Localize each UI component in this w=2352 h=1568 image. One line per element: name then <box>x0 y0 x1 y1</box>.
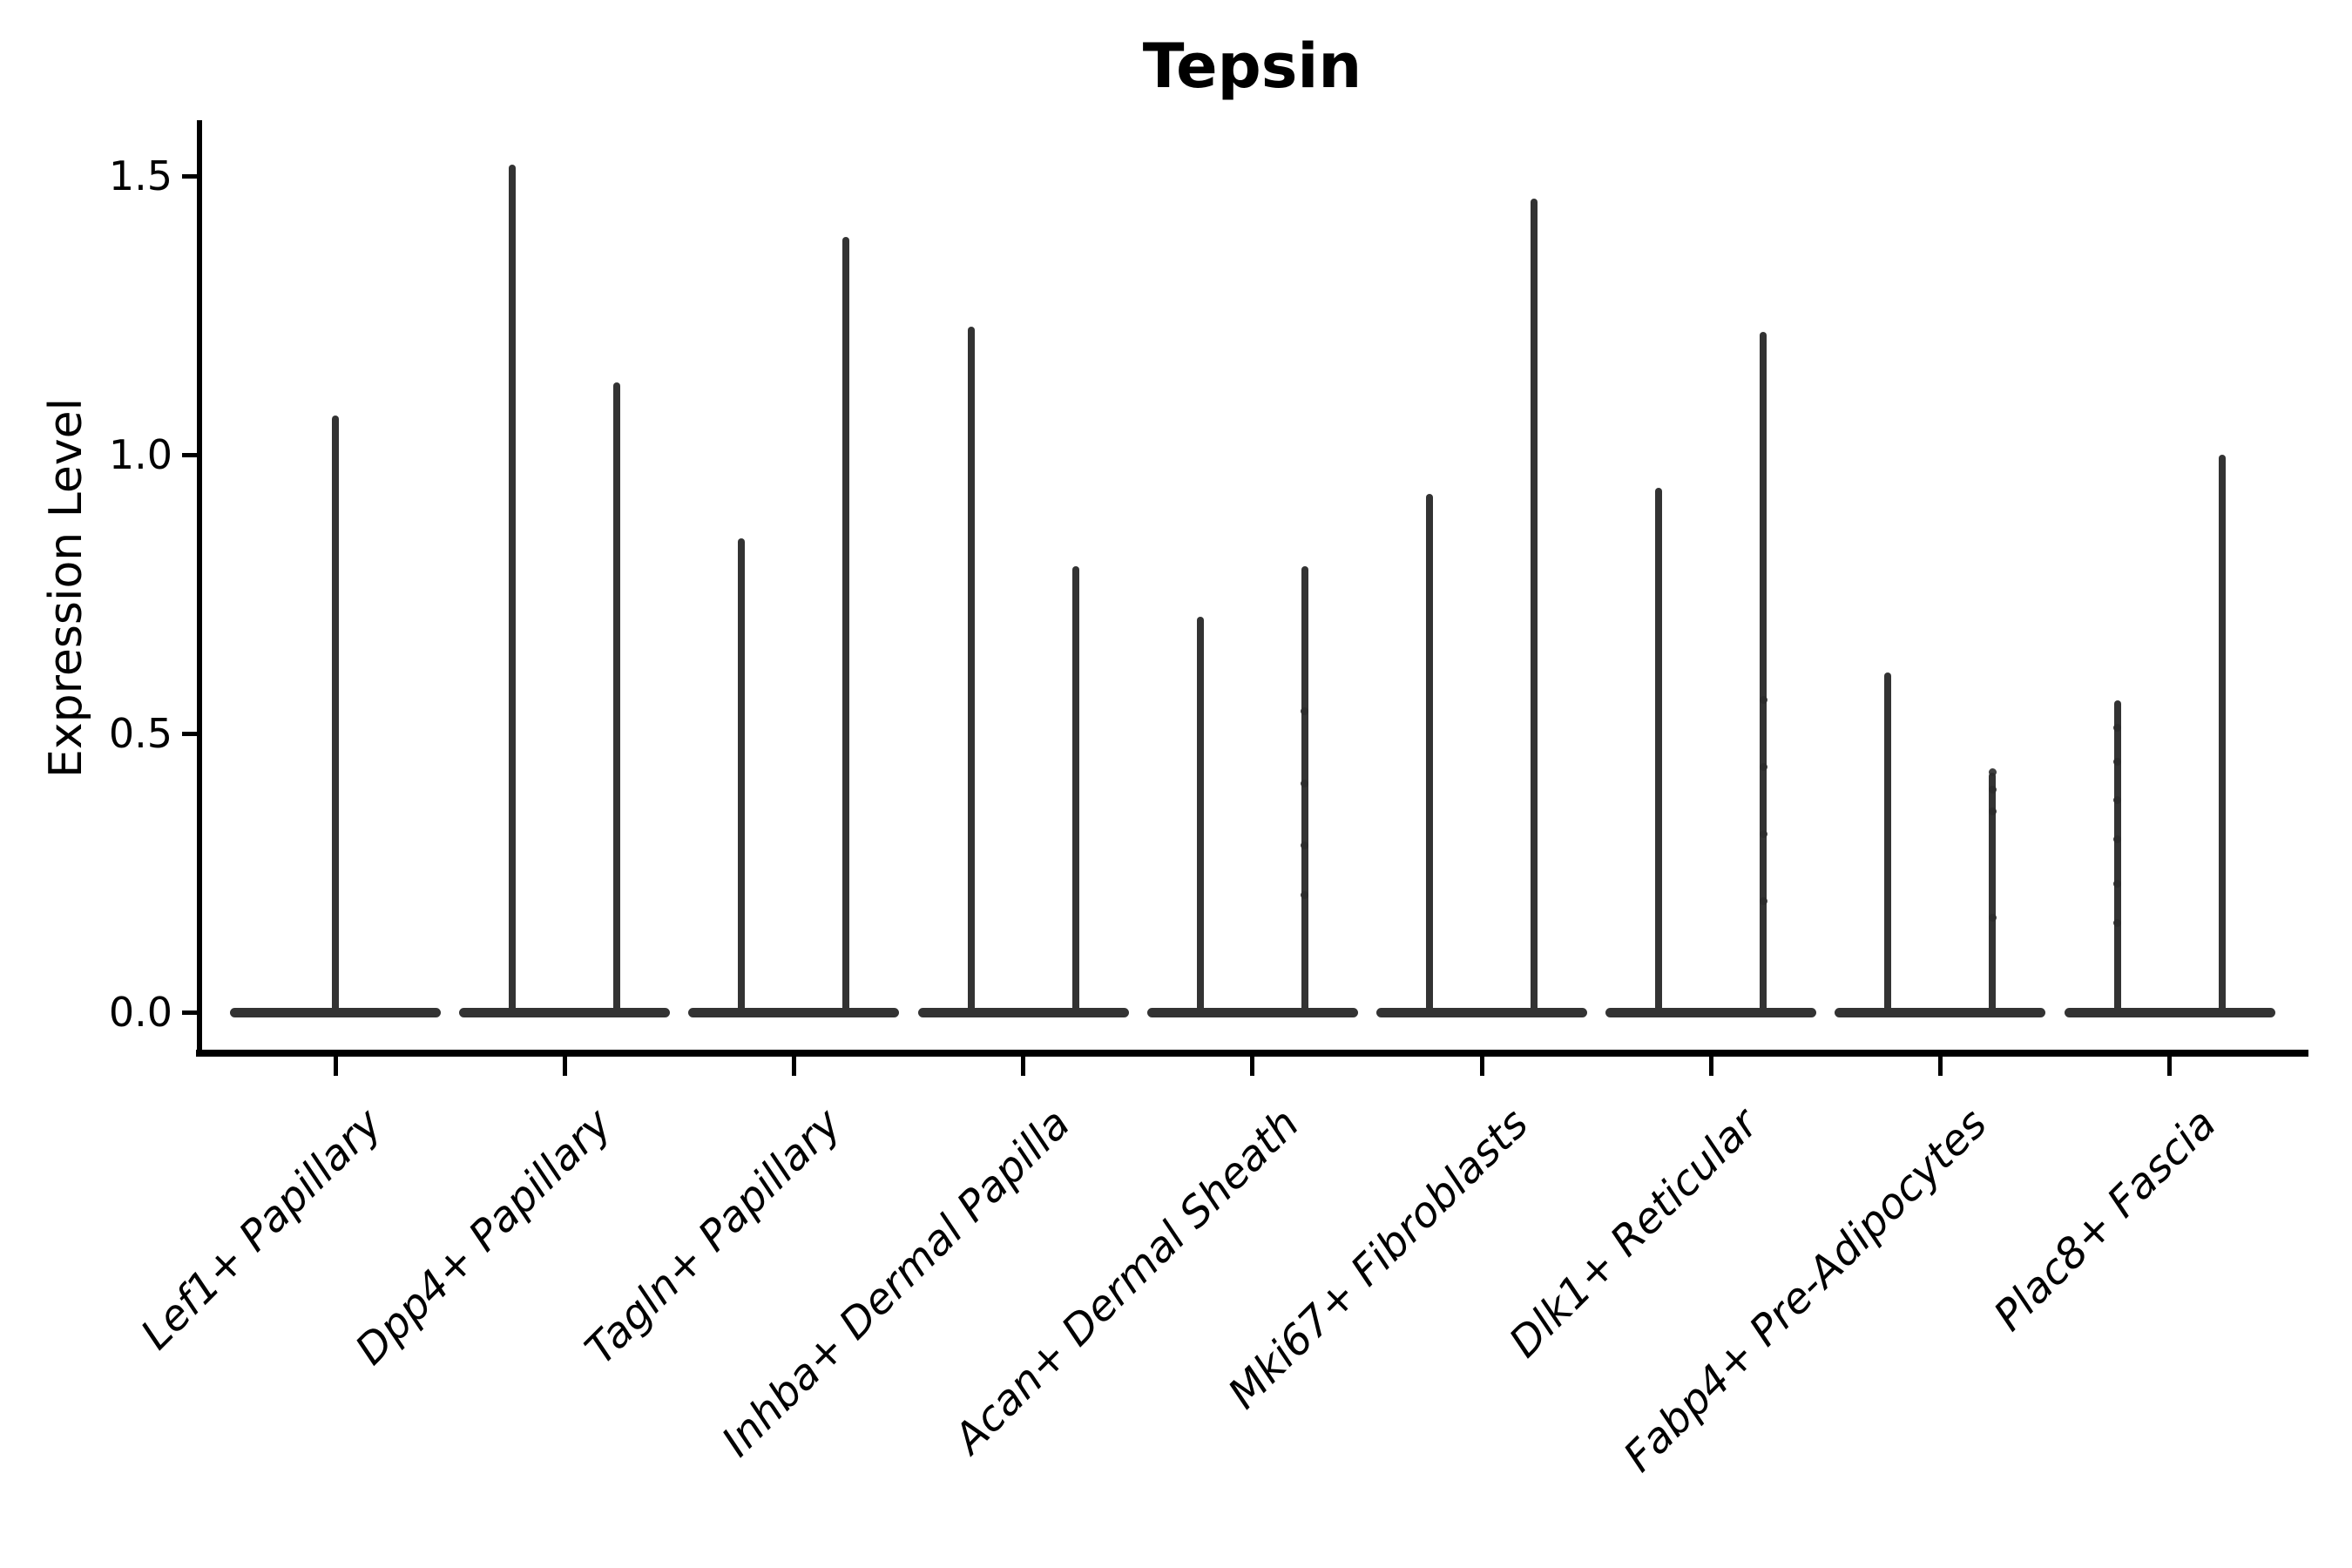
violin-base <box>1605 1007 1817 1017</box>
violin-base <box>2064 1007 2275 1017</box>
y-axis-tick <box>182 1010 197 1015</box>
expression-point <box>1759 762 1767 771</box>
x-axis-tick <box>791 1057 796 1076</box>
x-axis-tick <box>1708 1057 1713 1076</box>
expression-point <box>2113 796 2122 805</box>
violin-base <box>1835 1007 2046 1017</box>
y-axis-tick <box>182 173 197 179</box>
violin-base <box>230 1007 441 1017</box>
violin-spike <box>613 382 621 1012</box>
y-axis-tick <box>182 452 197 457</box>
expression-point <box>1988 808 1997 816</box>
y-tick-label: 1.5 <box>108 152 172 199</box>
violin-spike <box>1426 493 1433 1012</box>
violin-spike <box>2113 700 2121 1012</box>
expression-point <box>2113 919 2122 928</box>
x-axis-tick <box>1250 1057 1255 1076</box>
expression-point <box>2113 724 2122 733</box>
y-axis-tick <box>182 731 197 736</box>
x-axis-tick <box>1021 1057 1026 1076</box>
expression-point <box>2113 880 2122 889</box>
violin-spike <box>1071 566 1079 1012</box>
violin-base <box>459 1007 671 1017</box>
x-axis-tick <box>333 1057 338 1076</box>
violin-spike <box>332 416 339 1012</box>
y-tick-label: 1.0 <box>108 431 172 478</box>
x-axis-spine <box>196 1050 2308 1057</box>
expression-point <box>1759 696 1767 705</box>
x-tick-label: Plac8+ Fascia <box>1984 1099 2227 1341</box>
violin-base <box>1376 1007 1587 1017</box>
violin-base <box>1146 1007 1358 1017</box>
x-tick-label: Dlk1+ Reticular <box>1499 1099 1767 1368</box>
x-tick-label: Lef1+ Papillary <box>132 1099 392 1360</box>
expression-point <box>1301 841 1309 849</box>
y-tick-label: 0.5 <box>108 710 172 757</box>
expression-point <box>1988 785 1997 794</box>
x-tick-label: Dpp4+ Papillary <box>346 1099 621 1375</box>
expression-point <box>1301 780 1309 788</box>
violin-spike <box>1196 616 1204 1012</box>
violin-spike <box>1884 672 1892 1012</box>
expression-point <box>2113 835 2122 844</box>
x-tick-label: Fabp4+ Pre-Adipocytes <box>1614 1099 1997 1482</box>
violin-base <box>917 1007 1129 1017</box>
violin-spike <box>2218 455 2226 1012</box>
violin-spike <box>738 538 746 1012</box>
violin-spike <box>967 326 975 1012</box>
violin-spike <box>1301 566 1308 1012</box>
violin-spike <box>1655 488 1663 1012</box>
expression-point <box>1759 829 1767 838</box>
violin-spike <box>1989 772 1997 1012</box>
y-axis-spine <box>197 120 202 1057</box>
violin-spike <box>1531 198 1538 1012</box>
x-axis-tick <box>562 1057 567 1076</box>
x-axis-tick <box>1937 1057 1943 1076</box>
violin-spike <box>509 165 517 1012</box>
violin-spike <box>842 237 850 1012</box>
x-axis-tick <box>2167 1057 2173 1076</box>
expression-point <box>1759 896 1767 905</box>
x-axis-tick <box>1479 1057 1484 1076</box>
expression-point <box>1301 891 1309 900</box>
x-tick-label: Tagln+ Papillary <box>575 1099 851 1375</box>
expression-point <box>1301 706 1309 715</box>
expression-point <box>2113 757 2122 766</box>
y-axis-label: Expression Level <box>40 397 92 779</box>
y-tick-label: 0.0 <box>108 989 172 1036</box>
expression-point <box>1988 768 1997 777</box>
chart-title: Tepsin <box>1142 30 1362 102</box>
expression-point <box>1988 913 1997 922</box>
violin-spike <box>1760 332 1767 1012</box>
violin-base <box>688 1007 900 1017</box>
